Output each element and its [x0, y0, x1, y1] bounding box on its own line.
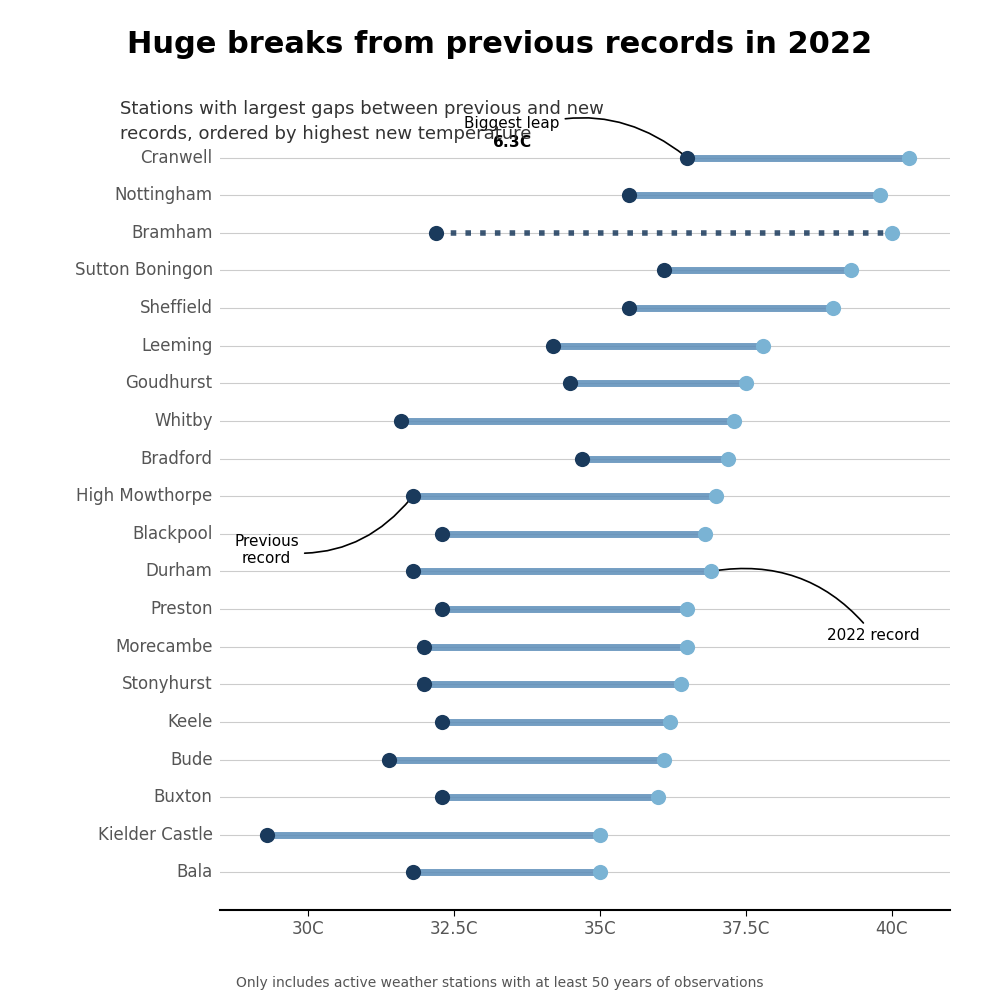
Point — [755, 338, 771, 354]
Point — [656, 262, 672, 278]
Point — [621, 300, 637, 316]
Text: High Mowthorpe: High Mowthorpe — [76, 487, 213, 505]
Point — [434, 714, 450, 730]
Point — [574, 451, 590, 467]
Point — [405, 563, 421, 579]
Point — [592, 864, 608, 880]
Point — [434, 526, 450, 542]
Text: Preston: Preston — [150, 600, 213, 618]
Text: Nottingham: Nottingham — [115, 186, 213, 204]
Point — [621, 187, 637, 203]
Point — [562, 375, 578, 391]
Point — [679, 150, 695, 166]
Point — [679, 639, 695, 655]
Point — [656, 752, 672, 768]
Text: Goudhurst: Goudhurst — [126, 374, 213, 392]
Point — [381, 752, 397, 768]
Text: Biggest leap
$\bf{6.3C}$: Biggest leap $\bf{6.3C}$ — [464, 116, 685, 156]
Text: Bude: Bude — [170, 751, 213, 769]
Text: Buxton: Buxton — [154, 788, 213, 806]
Point — [405, 488, 421, 504]
Point — [592, 827, 608, 843]
Point — [393, 413, 409, 429]
Text: Only includes active weather stations with at least 50 years of observations: Only includes active weather stations wi… — [236, 976, 764, 990]
Point — [650, 789, 666, 805]
Text: Stonyhurst: Stonyhurst — [122, 675, 213, 693]
Point — [434, 789, 450, 805]
Text: Huge breaks from previous records in 2022: Huge breaks from previous records in 202… — [127, 30, 873, 59]
Point — [428, 225, 444, 241]
Point — [825, 300, 841, 316]
Point — [720, 451, 736, 467]
Point — [708, 488, 724, 504]
Point — [843, 262, 859, 278]
Point — [884, 225, 900, 241]
Text: Whitby: Whitby — [154, 412, 213, 430]
Point — [697, 526, 713, 542]
Text: Sheffield: Sheffield — [140, 299, 213, 317]
Point — [673, 676, 689, 692]
Text: Morecambe: Morecambe — [115, 638, 213, 656]
Text: Stations with largest gaps between previous and new
records, ordered by highest : Stations with largest gaps between previ… — [120, 100, 604, 143]
Text: Sutton Boningon: Sutton Boningon — [75, 261, 213, 279]
Text: Blackpool: Blackpool — [132, 525, 213, 543]
Point — [416, 676, 432, 692]
Text: Durham: Durham — [146, 562, 213, 580]
Point — [662, 714, 678, 730]
Text: Bala: Bala — [176, 863, 213, 881]
Text: Bramham: Bramham — [131, 224, 213, 242]
Point — [545, 338, 561, 354]
Point — [259, 827, 275, 843]
Point — [703, 563, 719, 579]
Point — [738, 375, 754, 391]
Point — [416, 639, 432, 655]
Point — [405, 864, 421, 880]
Text: Kielder Castle: Kielder Castle — [98, 826, 213, 844]
Text: Keele: Keele — [167, 713, 213, 731]
Point — [872, 187, 888, 203]
Point — [434, 601, 450, 617]
Point — [901, 150, 917, 166]
Text: Previous
record: Previous record — [234, 498, 411, 566]
Point — [726, 413, 742, 429]
Text: Bradford: Bradford — [141, 450, 213, 468]
Point — [679, 601, 695, 617]
Text: 2022 record: 2022 record — [713, 568, 920, 643]
Text: Cranwell: Cranwell — [141, 149, 213, 167]
Text: Leeming: Leeming — [141, 337, 213, 355]
